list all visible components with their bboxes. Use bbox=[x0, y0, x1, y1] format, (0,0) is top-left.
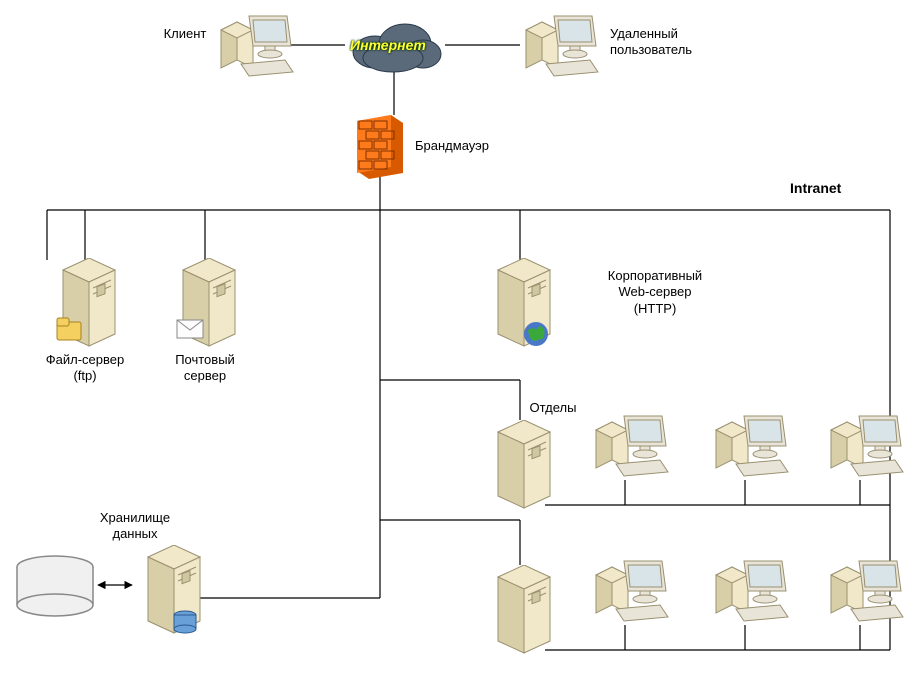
department-pc-icon bbox=[590, 555, 670, 632]
label-storage: Хранилище данных bbox=[75, 510, 195, 543]
storage-cylinder-icon bbox=[15, 555, 95, 622]
department-pc-icon bbox=[825, 410, 905, 487]
department-pc-icon bbox=[710, 410, 790, 487]
firewall-icon bbox=[355, 115, 405, 184]
diagram-canvas: Интернет bbox=[0, 0, 918, 692]
client-workstation-icon bbox=[215, 10, 295, 87]
label-intranet: Intranet bbox=[790, 180, 870, 196]
web-server-icon bbox=[490, 258, 560, 355]
department-pc-icon bbox=[825, 555, 905, 632]
department-pc-icon bbox=[710, 555, 790, 632]
department-server-2-icon bbox=[490, 565, 560, 662]
label-web_server: Корпоративный Web-сервер (HTTP) bbox=[575, 268, 735, 317]
remote-workstation-icon bbox=[520, 10, 600, 87]
internet-label: Интернет bbox=[350, 37, 426, 53]
label-mail_server: Почтовый сервер bbox=[155, 352, 255, 385]
file-server-icon bbox=[55, 258, 125, 355]
department-pc-icon bbox=[590, 410, 670, 487]
mail-server-icon bbox=[175, 258, 245, 355]
label-remote_user: Удаленный пользователь bbox=[610, 26, 750, 59]
storage-server-icon bbox=[140, 545, 210, 642]
label-client: Клиент bbox=[155, 26, 215, 42]
label-departments: Отделы bbox=[508, 400, 598, 416]
department-server-1-icon bbox=[490, 420, 560, 517]
label-firewall: Брандмауэр bbox=[415, 138, 515, 154]
label-file_server: Файл-сервер (ftp) bbox=[25, 352, 145, 385]
